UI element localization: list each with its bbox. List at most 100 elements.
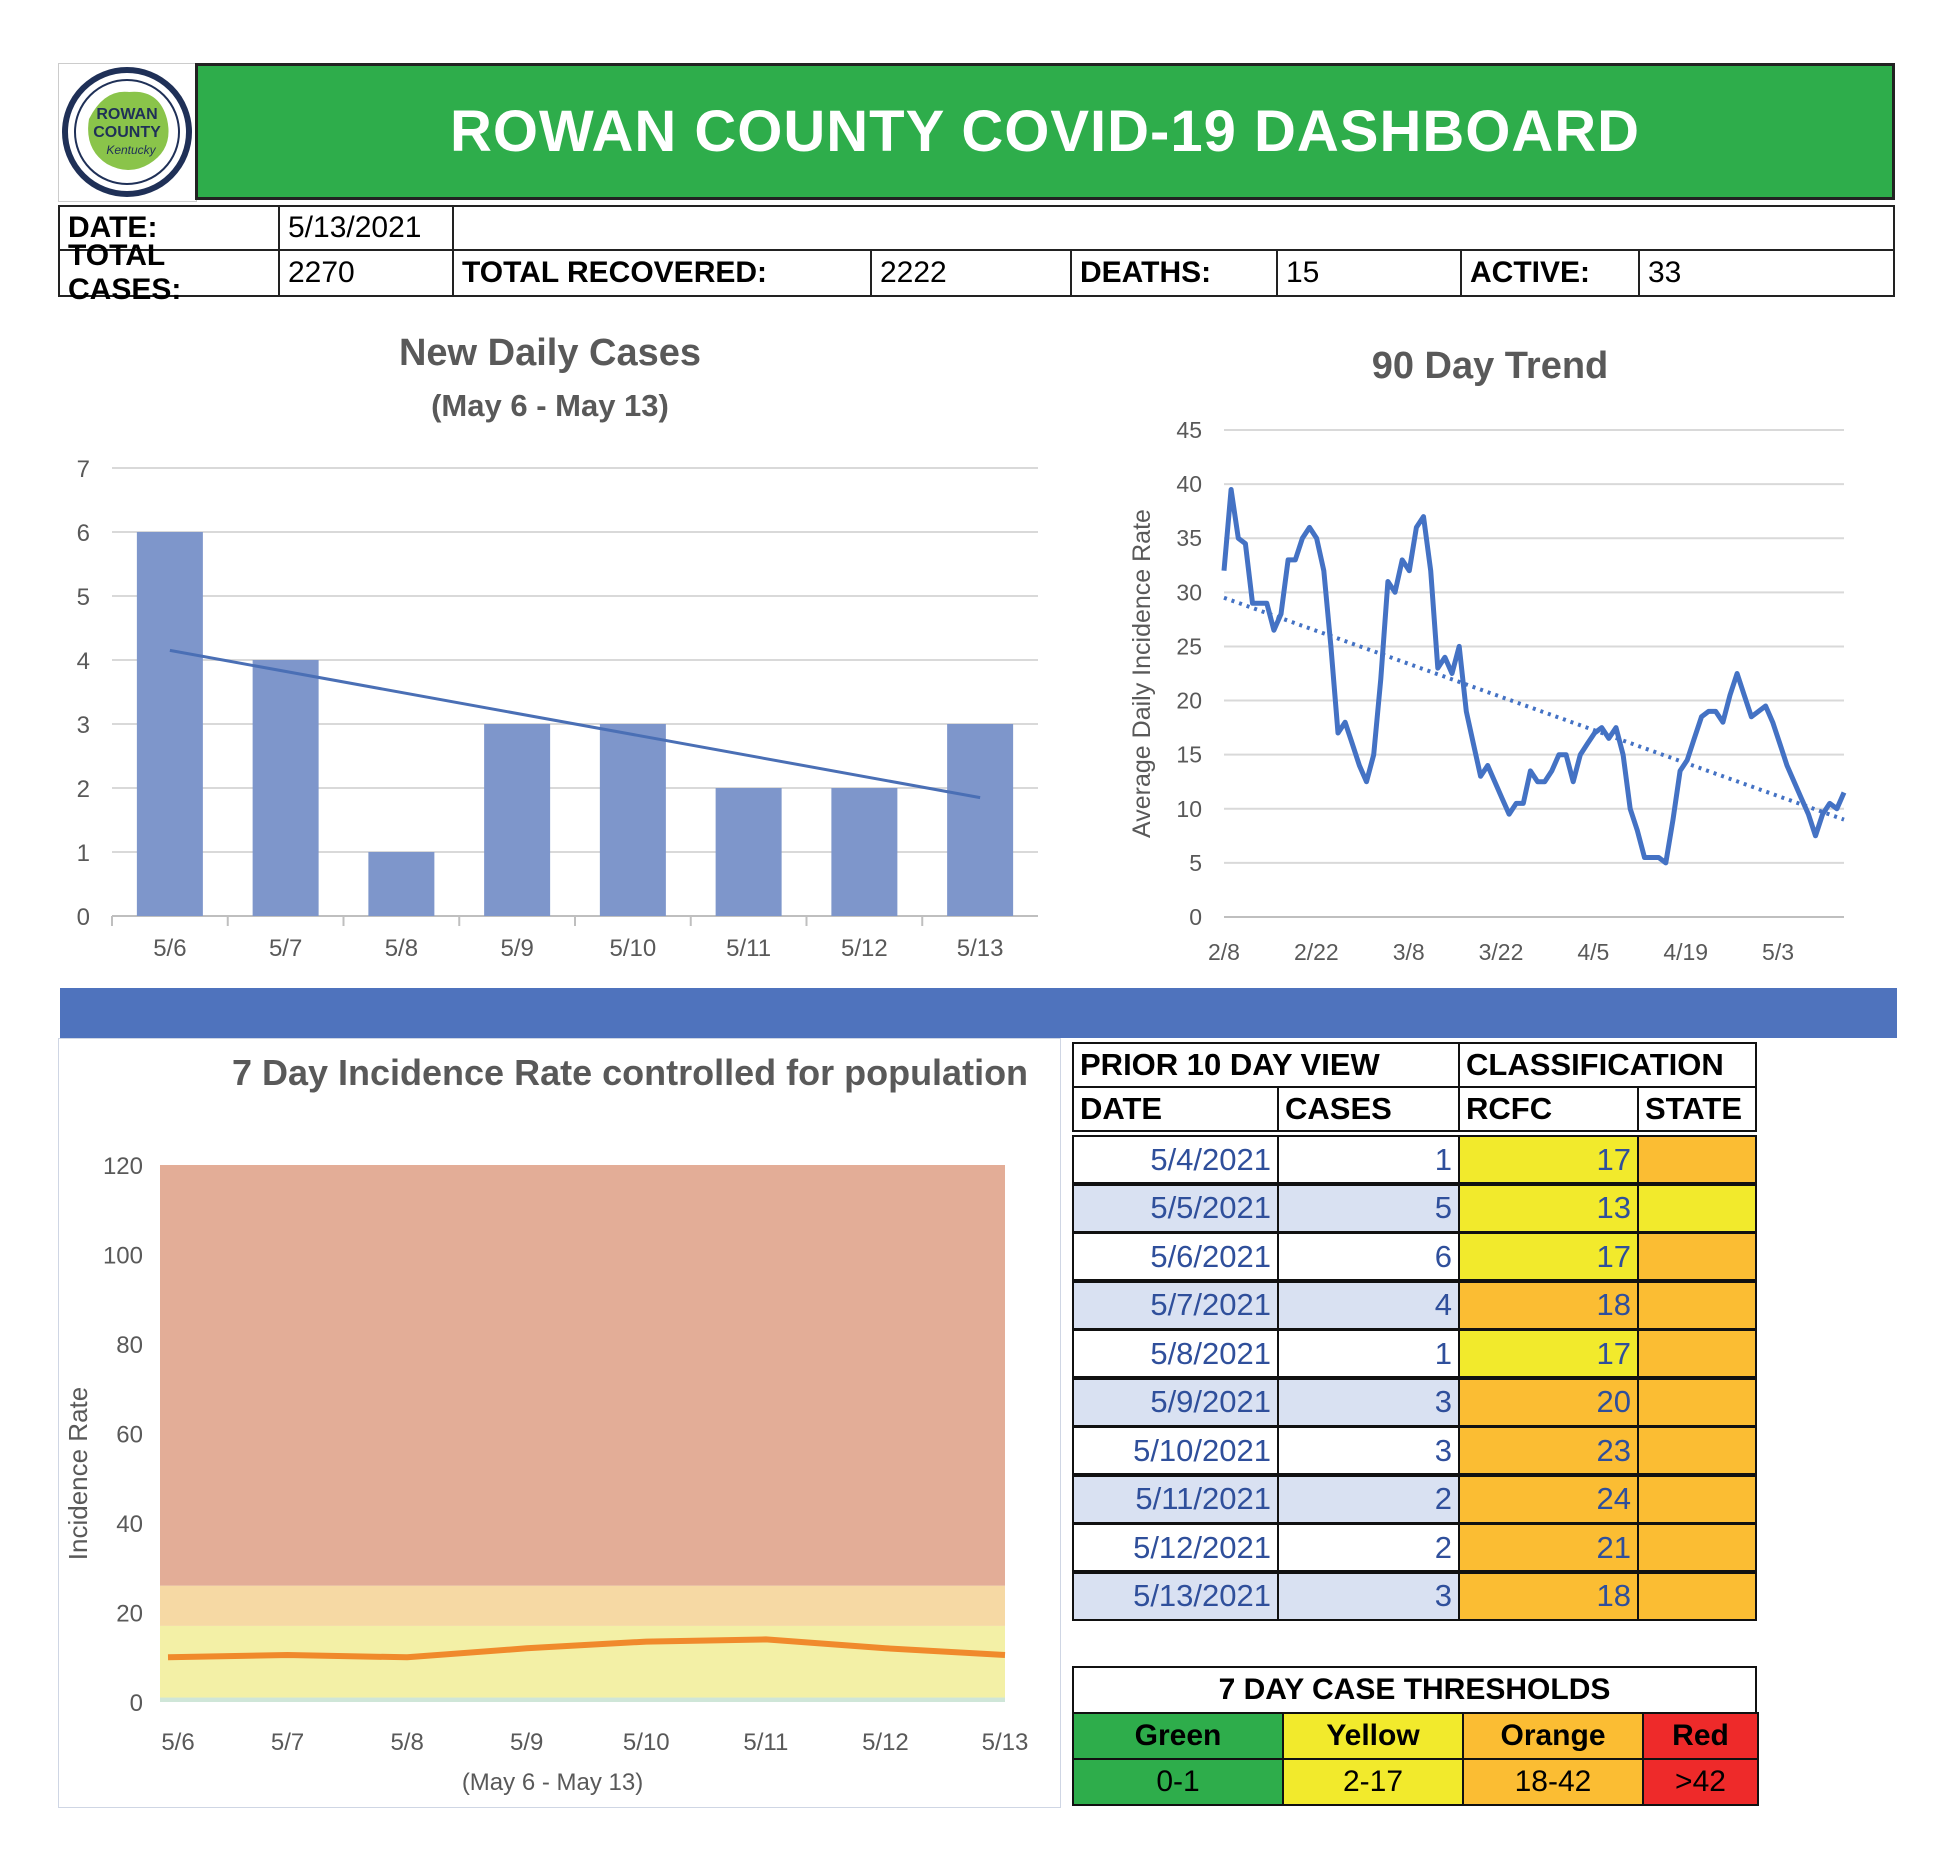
deaths-label: DEATHS: [1070,249,1278,297]
table-cell-state [1637,1523,1757,1572]
bar [252,660,319,916]
y-tick-label: 45 [1176,417,1202,443]
x-tick-label: 2/22 [1294,939,1339,965]
table-cell-rcfc: 24 [1458,1474,1639,1524]
table-header-prior-10-day: PRIOR 10 DAY VIEW [1072,1042,1460,1088]
x-tick-label: 5/6 [161,1729,194,1756]
x-tick-label: 5/10 [623,1729,670,1756]
y-tick-label: 7 [77,456,90,483]
x-tick-label: 5/12 [841,935,888,962]
active-label: ACTIVE: [1460,249,1640,297]
bar [136,532,203,916]
column-header-date: DATE [1072,1086,1279,1132]
column-header-cases: CASES [1277,1086,1460,1132]
x-tick-label: 5/11 [743,1729,788,1756]
x-tick-label: 4/5 [1577,939,1609,965]
table-cell-cases: 4 [1277,1280,1460,1330]
threshold-range: 0-1 [1072,1758,1284,1806]
table-cell-date: 5/10/2021 [1072,1426,1279,1475]
y-tick-label: 120 [103,1153,143,1180]
table-cell-date: 5/7/2021 [1072,1280,1279,1330]
incidence-panel [58,1038,1061,1808]
table-header-classification: CLASSIFICATION [1458,1042,1757,1088]
section-divider [60,988,1897,1038]
x-tick-label: 5/6 [153,935,186,962]
trend-chart: 0 5 10 15 20 25 30 35 40 45 2/8 2/22 3/8 3/22 4/5 4/19 5… [1128,417,1847,965]
bar [947,724,1014,916]
x-axis-label: (May 6 - May 13) [462,1769,643,1796]
table-cell-rcfc: 13 [1458,1183,1639,1233]
county-seal-icon: ROWAN COUNTY Kentucky [62,67,192,197]
y-tick-label: 30 [1176,579,1202,605]
active-value: 33 [1638,249,1895,297]
deaths-value: 15 [1276,249,1462,297]
bar [484,724,551,916]
y-tick-label: 2 [77,776,90,803]
threshold-band-orange [160,1585,1005,1626]
daily-cases-chart: 0 1 2 3 4 5 6 7 5/6 5/7 5/8 5/9 5/10 5/11 5/12 5/13 [77,456,1038,962]
table-cell-rcfc: 18 [1458,1571,1639,1621]
logo-line2: COUNTY [93,124,161,141]
daily-cases-title: New Daily Cases [398,332,702,374]
incidence-chart: 0 20 40 60 80 100 120 5/6 5/7 5/8 5/9 5/10 5/11 5/12 5… [63,1153,1028,1796]
x-tick-label: 5/12 [862,1729,909,1756]
y-tick-label: 10 [1176,796,1202,822]
y-tick-label: 0 [1189,904,1202,930]
y-tick-label: 35 [1176,525,1202,551]
incidence-title: 7 Day Incidence Rate controlled for popu… [231,1052,1029,1093]
table-cell-state [1637,1377,1757,1427]
total-cases-value: 2270 [278,249,454,297]
y-tick-label: 100 [103,1243,143,1270]
x-tick-label: 5/7 [269,935,302,962]
table-cell-state [1637,1135,1757,1184]
x-tick-label: 5/8 [390,1729,423,1756]
thresholds-title: 7 DAY CASE THRESHOLDS [1072,1666,1757,1714]
date-row-blank [452,205,1895,251]
table-cell-date: 5/11/2021 [1072,1474,1279,1524]
threshold-name: Red [1642,1712,1759,1760]
x-tick-label: 5/3 [1762,939,1794,965]
page-title: ROWAN COUNTY COVID-19 DASHBOARD [449,99,1640,164]
table-cell-rcfc: 18 [1458,1280,1639,1330]
daily-cases-subtitle: (May 6 - May 13) [431,388,669,423]
bar [715,788,782,916]
table-cell-cases: 5 [1277,1183,1460,1233]
threshold-band-red [160,1165,1005,1586]
threshold-name: Yellow [1282,1712,1464,1760]
x-tick-label: 4/19 [1663,939,1708,965]
table-cell-state [1637,1280,1757,1330]
threshold-band-green [160,1697,1005,1702]
x-tick-label: 5/9 [510,1729,543,1756]
y-tick-label: 3 [77,712,90,739]
table-cell-cases: 3 [1277,1571,1460,1621]
table-cell-date: 5/5/2021 [1072,1183,1279,1233]
table-cell-state [1637,1474,1757,1524]
column-header-rcfc: RCFC [1458,1086,1639,1132]
y-tick-label: 4 [77,648,90,675]
table-cell-cases: 3 [1277,1377,1460,1427]
bar [368,852,435,916]
table-cell-rcfc: 17 [1458,1329,1639,1378]
y-tick-label: 1 [77,840,90,867]
y-axis-label: Average Daily Incidence Rate [1128,509,1156,838]
table-cell-date: 5/9/2021 [1072,1377,1279,1427]
threshold-name: Green [1072,1712,1284,1760]
table-cell-date: 5/6/2021 [1072,1232,1279,1281]
incidence-line [1221,487,1847,866]
county-logo: ROWAN COUNTY Kentucky [58,63,197,202]
table-cell-rcfc: 21 [1458,1523,1639,1572]
x-tick-label: 3/8 [1393,939,1425,965]
threshold-name: Orange [1462,1712,1644,1760]
threshold-range: 2-17 [1282,1758,1464,1806]
bar [831,788,898,916]
date-value: 5/13/2021 [278,205,454,251]
table-cell-rcfc: 17 [1458,1232,1639,1281]
table-cell-cases: 2 [1277,1474,1460,1524]
table-cell-state [1637,1232,1757,1281]
table-cell-state [1637,1426,1757,1475]
y-tick-label: 6 [77,520,90,547]
logo-line1: ROWAN [96,106,157,123]
threshold-range: 18-42 [1462,1758,1644,1806]
table-cell-state [1637,1183,1757,1233]
y-tick-label: 60 [116,1422,143,1449]
